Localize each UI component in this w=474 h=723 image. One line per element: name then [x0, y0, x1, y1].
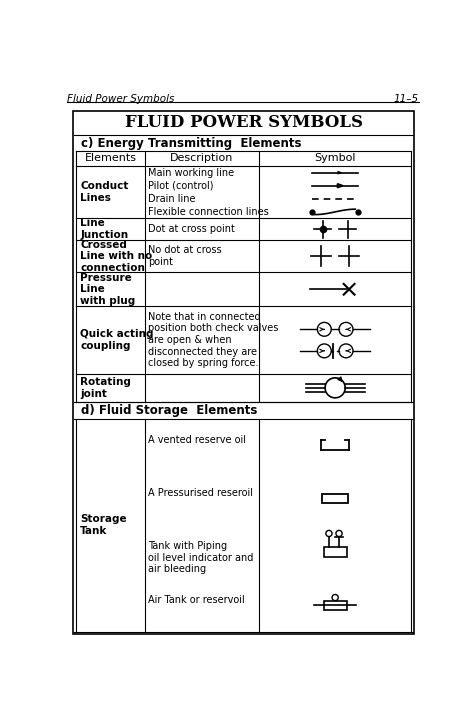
Text: Air Tank or reservoil: Air Tank or reservoil — [148, 594, 245, 604]
Text: Main working line: Main working line — [148, 168, 235, 178]
Bar — [324, 547, 347, 557]
Text: Line
Junction: Line Junction — [80, 218, 128, 240]
Bar — [322, 495, 348, 503]
Text: Fluid Power Symbols: Fluid Power Symbols — [67, 94, 174, 103]
Text: Pilot (control): Pilot (control) — [148, 181, 214, 191]
Bar — [324, 601, 347, 610]
Text: Quick acting
coupling: Quick acting coupling — [80, 329, 154, 351]
Text: A vented reserve oil: A vented reserve oil — [148, 435, 246, 445]
Polygon shape — [337, 171, 343, 174]
Text: Conduct
Lines: Conduct Lines — [80, 181, 128, 203]
Text: No dot at cross
point: No dot at cross point — [148, 245, 222, 267]
Text: Crossed
Line with no
connection: Crossed Line with no connection — [80, 239, 153, 273]
Text: Tank with Piping
oil level indicator and
air bleeding: Tank with Piping oil level indicator and… — [148, 542, 254, 575]
Text: Elements: Elements — [84, 153, 137, 163]
Polygon shape — [337, 184, 343, 188]
Text: FLUID POWER SYMBOLS: FLUID POWER SYMBOLS — [125, 114, 363, 132]
Text: 11–5: 11–5 — [394, 94, 419, 103]
Text: Flexible connection lines: Flexible connection lines — [148, 207, 269, 217]
Text: Drain line: Drain line — [148, 194, 196, 204]
Text: Description: Description — [170, 153, 234, 163]
Text: d) Fluid Storage  Elements: d) Fluid Storage Elements — [81, 403, 257, 416]
Text: Rotating
joint: Rotating joint — [80, 377, 131, 398]
Text: Pressure
Line
with plug: Pressure Line with plug — [80, 273, 136, 306]
Text: c) Energy Transmitting  Elements: c) Energy Transmitting Elements — [81, 137, 301, 150]
Text: A Pressurised reseroil: A Pressurised reseroil — [148, 488, 254, 498]
Text: Symbol: Symbol — [314, 153, 356, 163]
Text: Storage
Tank: Storage Tank — [80, 515, 127, 536]
Text: Dot at cross point: Dot at cross point — [148, 224, 235, 234]
Text: Note that in connected
position both check valves
are open & when
disconnected t: Note that in connected position both che… — [148, 312, 279, 368]
